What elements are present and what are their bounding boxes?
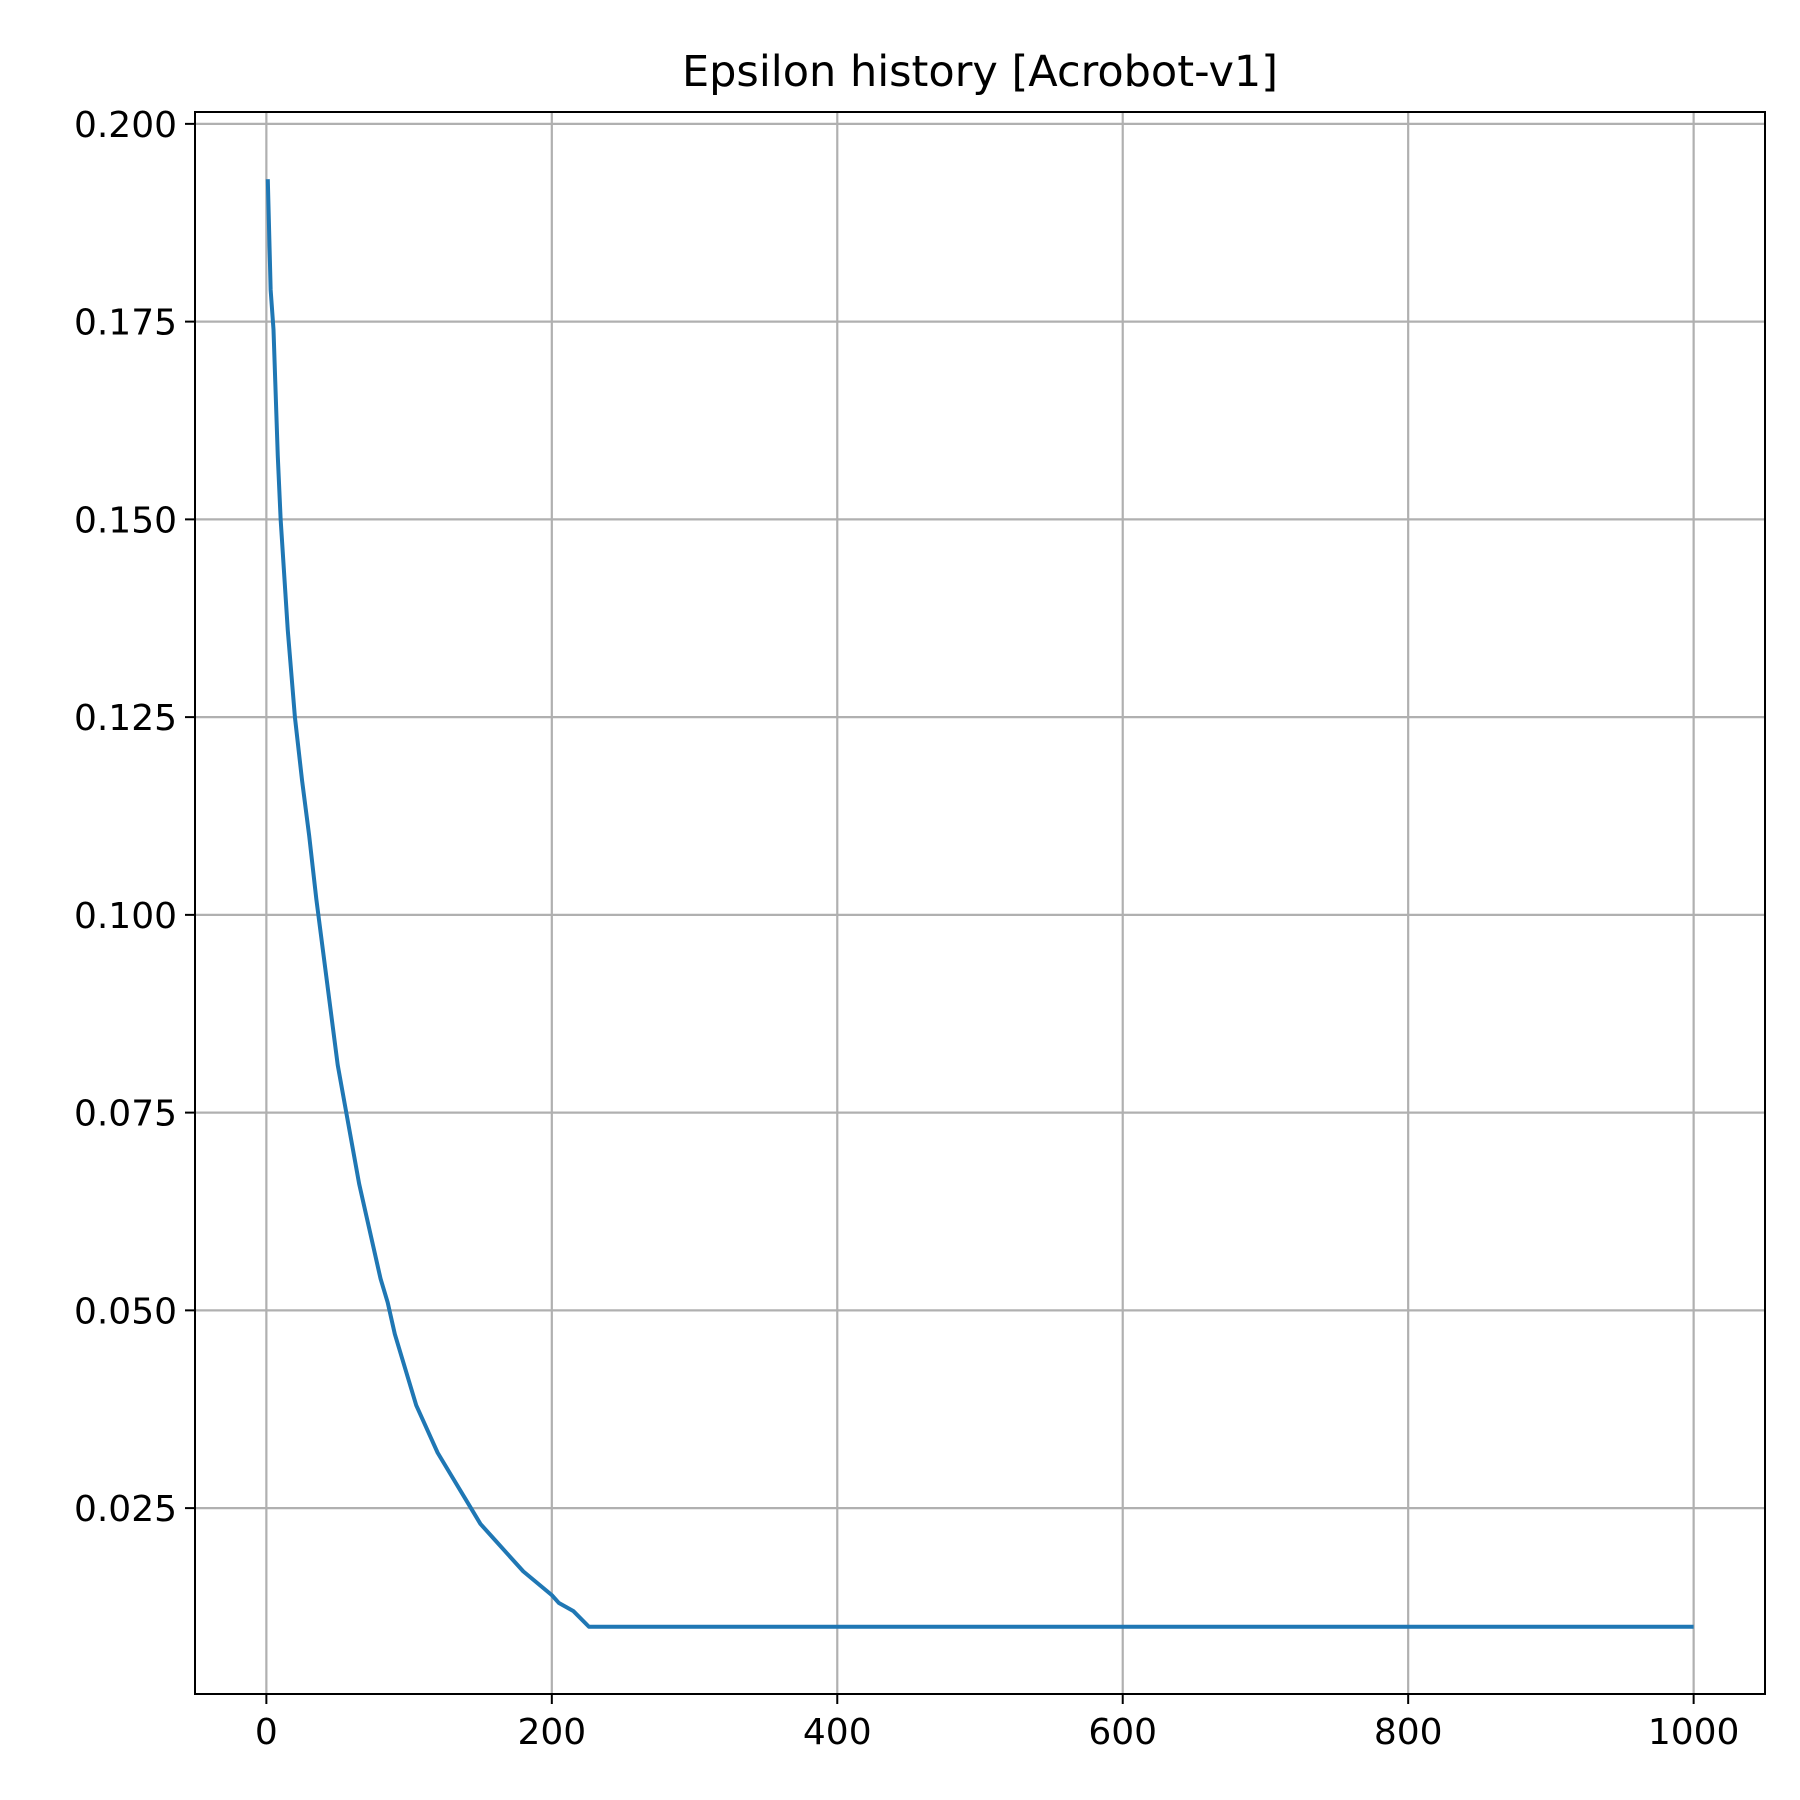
- x-axis-ticks: 0 200 400 600 800 1000: [255, 1694, 1740, 1753]
- y-tick-label: 0.025: [74, 1489, 177, 1530]
- y-tick-label: 0.075: [74, 1094, 177, 1135]
- x-tick-label: 800: [1374, 1712, 1443, 1753]
- axes-frame: [194, 111, 1766, 1695]
- x-tick-label: 1000: [1648, 1712, 1740, 1753]
- y-tick-label: 0.175: [74, 303, 177, 344]
- x-tick-label: 0: [255, 1712, 278, 1753]
- series-line: [265, 179, 1694, 1629]
- y-tick-label: 0.150: [74, 500, 177, 541]
- y-tick-label: 0.200: [74, 105, 177, 146]
- y-tick-label: 0.050: [74, 1291, 177, 1332]
- y-tick-label: 0.125: [74, 698, 177, 739]
- grid-lines: [195, 112, 1765, 1694]
- y-tick-label: 0.100: [74, 896, 177, 937]
- x-tick-label: 400: [803, 1712, 872, 1753]
- x-tick-label: 600: [1088, 1712, 1157, 1753]
- chart-title: Epsilon history [Acrobot-v1]: [682, 47, 1278, 97]
- series-layer: [265, 179, 1694, 1629]
- x-tick-label: 200: [517, 1712, 586, 1753]
- y-axis-ticks: 0.025 0.050 0.075 0.100 0.125 0.150 0.175 0.200: [74, 105, 195, 1530]
